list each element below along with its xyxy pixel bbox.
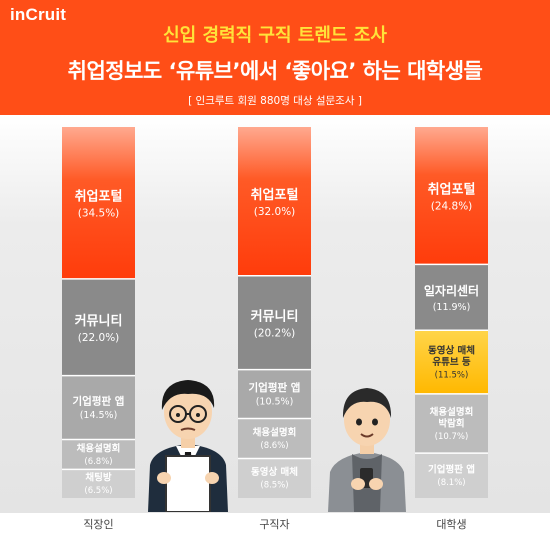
segment-value-label: (11.5%) — [435, 370, 469, 380]
segment-label: 채팅방 — [85, 472, 111, 484]
segment-label: 동영상 매체 — [428, 344, 475, 356]
bar-segment — [415, 330, 488, 394]
segment-value-label: (24.8%) — [431, 200, 473, 212]
bar-segment — [415, 393, 488, 454]
segment-label: 채용설명회 — [253, 426, 297, 438]
segment-value-label: (8.5%) — [260, 481, 288, 491]
bar-segment — [62, 278, 135, 376]
bar-segment — [238, 458, 311, 498]
category-label: 대학생 — [436, 518, 466, 531]
segment-label: 채용설명회 — [77, 442, 121, 454]
segment-label: 기업평판 앱 — [428, 464, 475, 476]
segment-label: 박람회 — [438, 417, 464, 429]
bar-segment — [238, 127, 311, 276]
bar-segment — [62, 469, 135, 498]
segment-value-label: (6.8%) — [84, 457, 112, 467]
bar-segment — [62, 375, 135, 440]
office-worker-illustration — [148, 380, 228, 512]
bar-segment — [415, 127, 488, 265]
segment-label: 유튜브 등 — [432, 357, 471, 368]
bar-segment — [62, 439, 135, 470]
segment-value-label: (6.5%) — [84, 486, 112, 496]
segment-label: 취업포털 — [428, 181, 476, 197]
segment-value-label: (8.1%) — [437, 478, 465, 488]
segment-value-label: (10.7%) — [435, 432, 469, 442]
segment-value-label: (32.0%) — [254, 206, 296, 218]
survey-note: [ 인크루트 회원 880명 대상 설문조사 ] — [188, 95, 362, 107]
category-label: 구직자 — [259, 518, 289, 531]
segment-value-label: (11.9%) — [433, 302, 471, 313]
bar-segment — [415, 264, 488, 331]
segment-label: 취업포털 — [251, 187, 299, 203]
segment-label: 동영상 매체 — [251, 466, 298, 478]
category-label: 직장인 — [83, 518, 113, 531]
bar-segment — [238, 418, 311, 459]
segment-value-label: (10.5%) — [256, 397, 294, 408]
survey-title: 신입 경력직 구직 트렌드 조사 — [163, 25, 387, 46]
headline: 취업정보도 ‘유튜브’에서 ‘좋아요’ 하는 대학생들 — [67, 59, 483, 83]
segment-value-label: (20.2%) — [254, 327, 296, 339]
segment-value-label: (8.6%) — [260, 441, 288, 451]
incruit-logo: inCruit — [10, 5, 67, 24]
student-illustration — [328, 388, 406, 512]
bar-segment — [238, 369, 311, 419]
segment-label: 커뮤니티 — [251, 308, 299, 324]
segment-label: 기업평판 앱 — [249, 381, 301, 394]
segment-value-label: (14.5%) — [80, 410, 118, 421]
bar-segment — [62, 127, 135, 279]
segment-label: 커뮤니티 — [75, 313, 123, 329]
segment-label: 일자리센터 — [424, 283, 479, 298]
segment-value-label: (22.0%) — [78, 332, 120, 344]
segment-label: 취업포털 — [75, 189, 123, 205]
bar-segment — [415, 453, 488, 498]
segment-label: 채용설명회 — [430, 406, 474, 418]
bar-segment — [238, 275, 311, 370]
segment-value-label: (34.5%) — [78, 208, 120, 220]
segment-label: 기업평판 앱 — [73, 395, 125, 408]
header-banner: inCruit 신입 경력직 구직 트렌드 조사 취업정보도 ‘유튜브’에서 ‘… — [0, 0, 550, 115]
